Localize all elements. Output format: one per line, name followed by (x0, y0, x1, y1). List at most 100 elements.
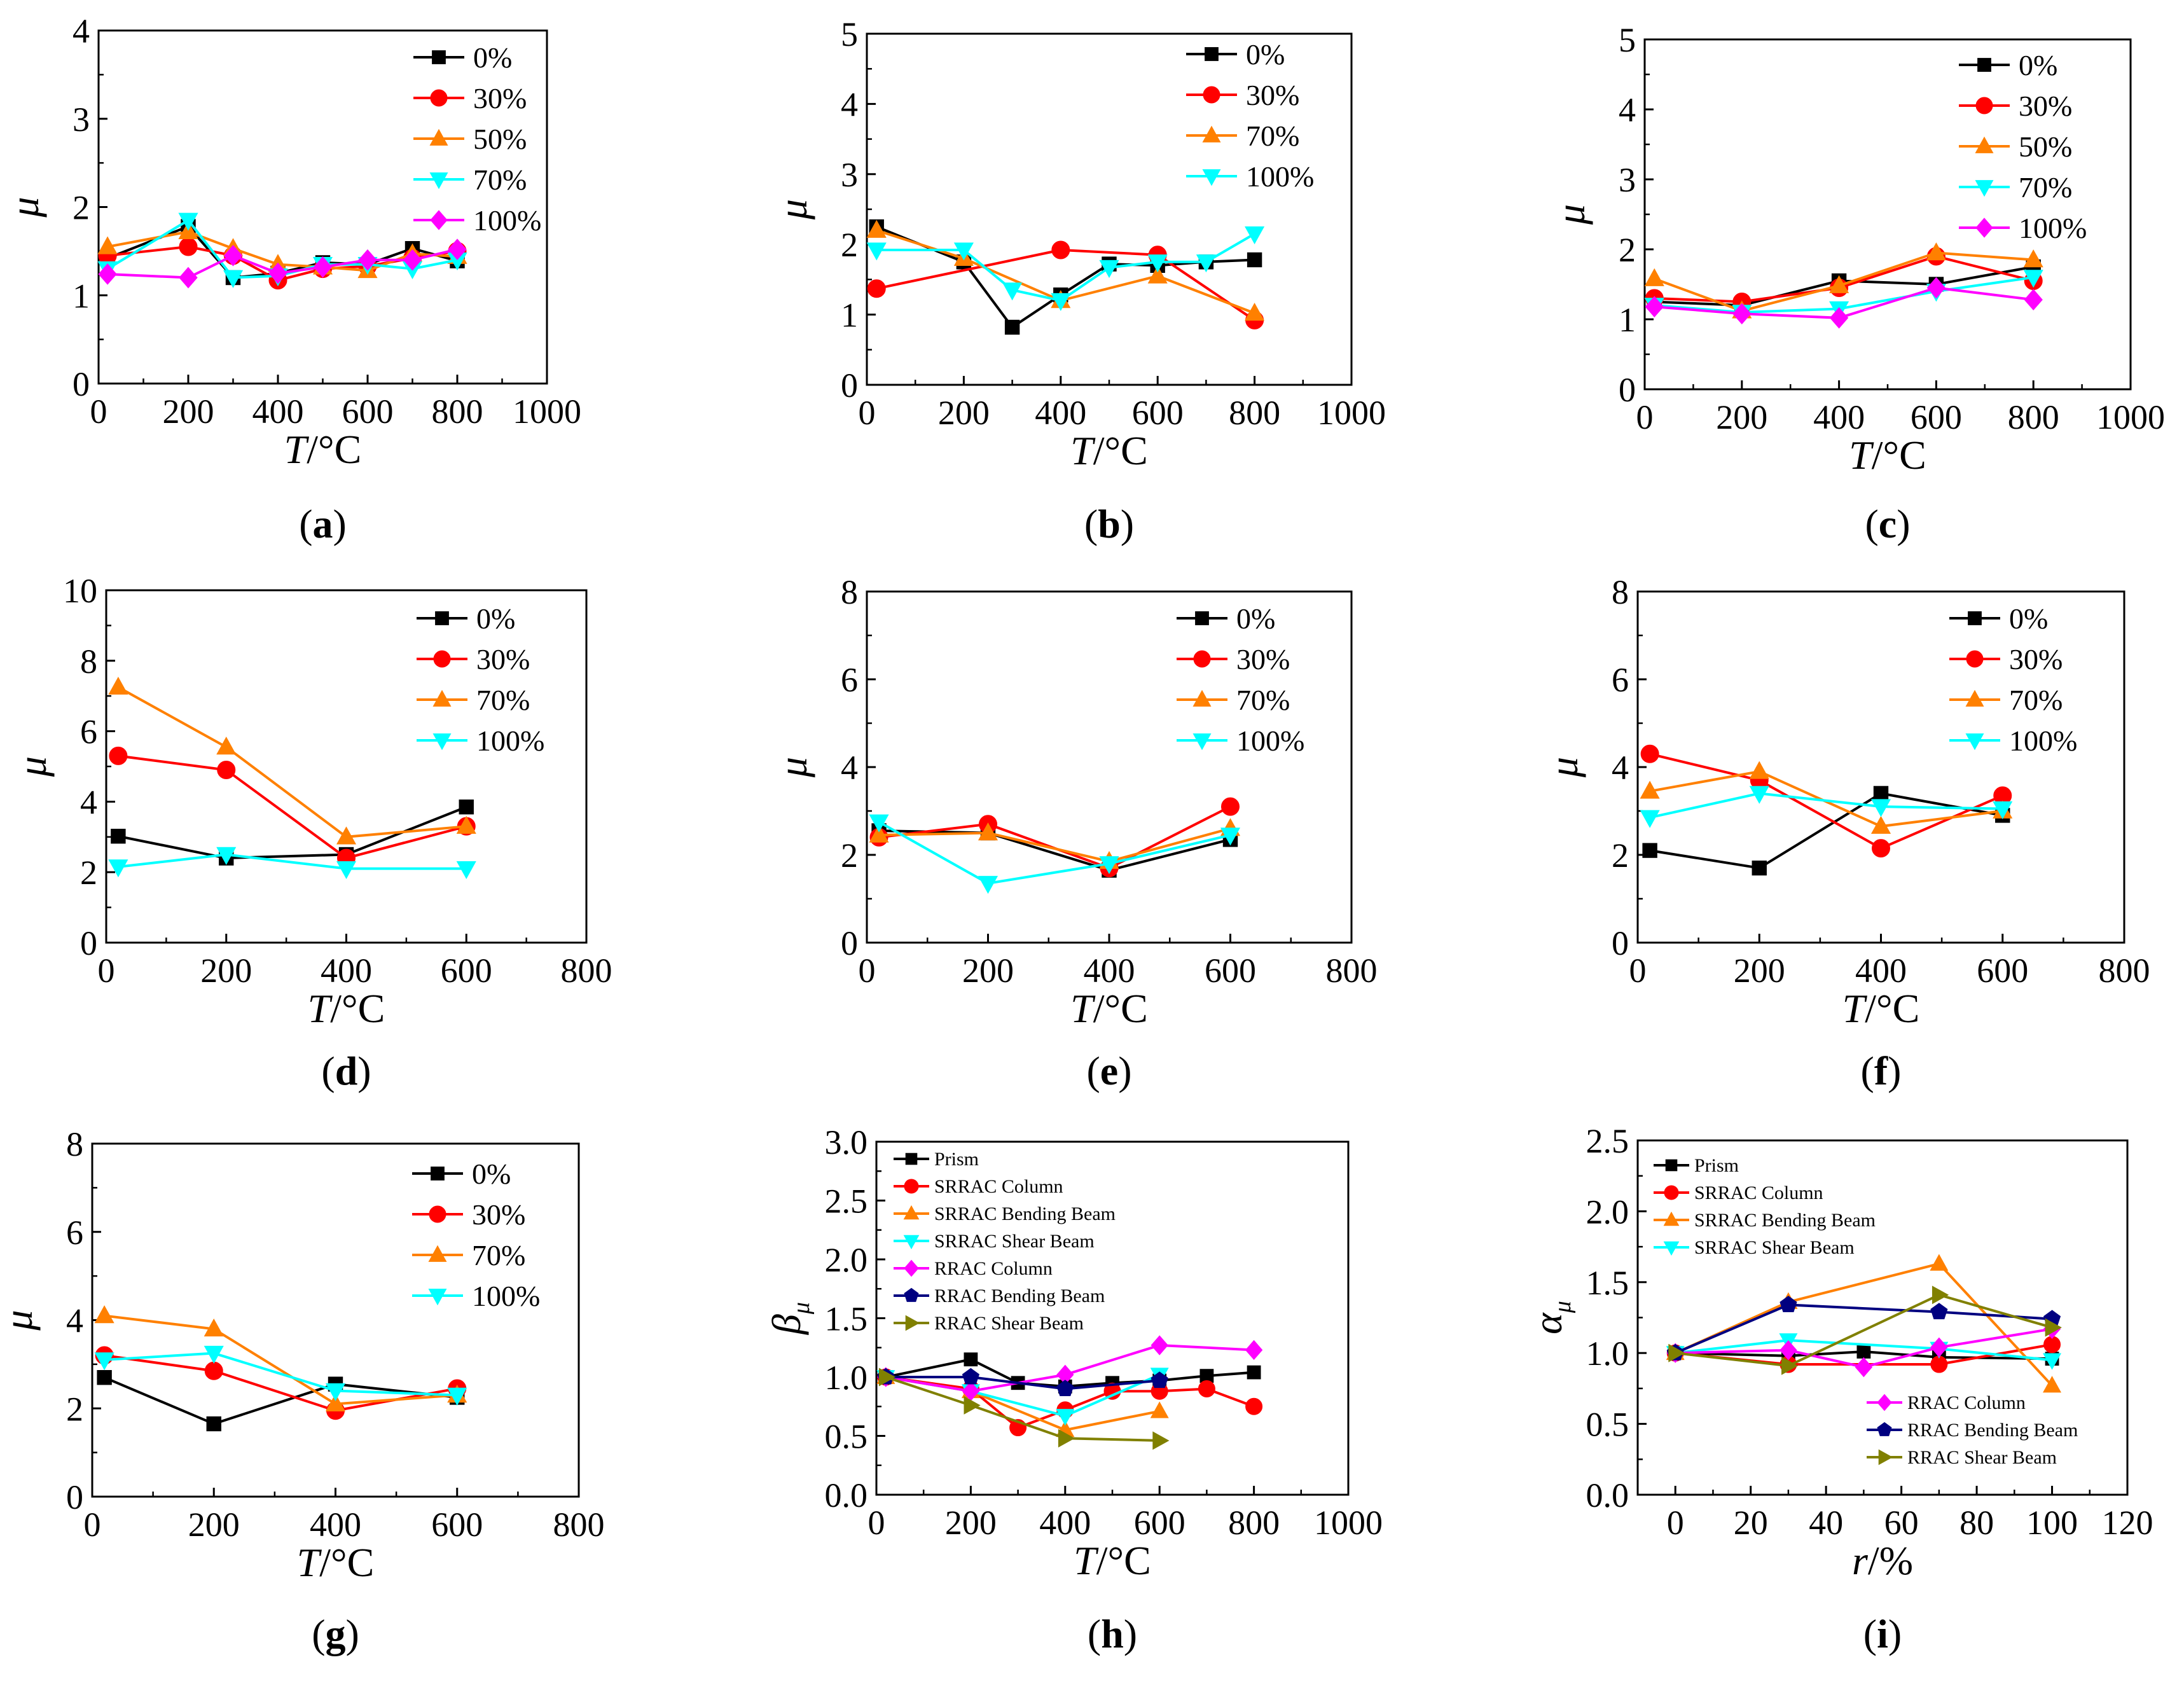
series-line (1675, 1339, 2052, 1362)
legend-label: SRRAC Shear Beam (1694, 1237, 1855, 1258)
y-tick-label: 1 (73, 277, 90, 315)
panel-label: (f) (1861, 1048, 1902, 1093)
chart-panel-d: 0 200 400 600 800 0 2 4 6 8 10 T/°C μ 0% 30% 70% 100% (d) (10, 572, 612, 1093)
data-point (1056, 1409, 1075, 1426)
series-30- (869, 797, 1240, 878)
y-axis-title: μ (0, 1310, 41, 1331)
legend-marker (1663, 1241, 1680, 1256)
legend-marker (1965, 689, 1984, 707)
panel-label: (e) (1086, 1048, 1131, 1093)
chart-panel-c: 0 200 400 600 800 1000 0 1 2 3 4 5 T/°C μ 0% 30% 50% 70% 1… (1548, 21, 2165, 546)
legend-label: SRRAC Column (1694, 1182, 1823, 1203)
legend-label: RRAC Shear Beam (1907, 1447, 2057, 1468)
y-tick-label: 8 (66, 1125, 83, 1163)
y-tick-label: 8 (80, 642, 97, 681)
series-line (1675, 1293, 2053, 1368)
legend-marker (430, 89, 448, 107)
series-30- (867, 240, 1264, 329)
x-axis-title: T/°C (1070, 428, 1148, 473)
x-axis-title-unit: /°C (1872, 433, 1926, 478)
x-tick-label: 200 (962, 952, 1014, 990)
data-point (1780, 1296, 1797, 1312)
series-0- (1642, 786, 2010, 876)
y-tick-label: 1.0 (825, 1359, 868, 1397)
y-tick-label: 5 (1619, 21, 1636, 59)
legend-label: 100% (473, 204, 541, 237)
data-point (1245, 302, 1265, 321)
legend-item: SRRAC Bending Beam (1654, 1210, 1876, 1231)
legend-label: 100% (2019, 212, 2087, 244)
y-tick-label: 8 (841, 573, 858, 611)
data-point (1058, 1429, 1075, 1448)
data-point (94, 1352, 114, 1371)
y-axis-title-sub: μ (788, 1302, 815, 1315)
data-point (313, 256, 333, 278)
y-axis-title-var: μ (1541, 757, 1586, 778)
data-point (358, 249, 377, 271)
data-point (1002, 282, 1023, 301)
legend-label: 0% (2019, 49, 2057, 81)
x-axis-title-unit: /°C (1865, 986, 1919, 1031)
x-tick-label: 800 (432, 392, 483, 431)
y-tick-label: 2 (841, 226, 858, 264)
x-tick-label: 0 (1629, 952, 1647, 990)
data-point (978, 876, 999, 894)
x-tick-label: 800 (1326, 952, 1378, 990)
legend-label: RRAC Bending Beam (934, 1285, 1105, 1306)
x-tick-label: 0 (868, 1504, 885, 1542)
panel-letter: h (1101, 1611, 1124, 1656)
legend-item: 0% (413, 41, 512, 74)
y-axis-title-var: μ (10, 756, 55, 777)
series-70- (108, 676, 476, 845)
data-point (1152, 1431, 1170, 1450)
legend-item: 70% (412, 1239, 525, 1271)
series-line (104, 1376, 457, 1425)
data-point (216, 847, 237, 865)
x-tick-label: 1000 (1317, 394, 1386, 432)
y-tick-label: 1.5 (1586, 1264, 1629, 1302)
x-axis-title-var: T (284, 427, 310, 472)
legend-item: 100% (1949, 724, 2077, 757)
y-tick-label: 4 (73, 12, 90, 50)
legend-item: 100% (1186, 160, 1314, 193)
data-point (448, 239, 467, 260)
legend-label: 50% (473, 123, 527, 155)
y-tick-label: 1 (1619, 301, 1636, 339)
x-axis-title: T/°C (297, 1540, 375, 1585)
y-tick-label: 2.0 (1586, 1193, 1629, 1231)
data-point (1930, 1355, 1948, 1373)
legend-item: 70% (1186, 120, 1299, 152)
legend-marker (1663, 1211, 1680, 1226)
legend-marker (429, 128, 448, 146)
legend-item: 70% (1177, 684, 1290, 716)
legend-marker (1977, 58, 1991, 72)
x-axis-title: T/°C (1074, 1538, 1151, 1583)
y-tick-label: 2.0 (825, 1241, 868, 1279)
data-point (1245, 1397, 1263, 1415)
legend-marker (1192, 733, 1212, 751)
legend-marker (1877, 1394, 1892, 1411)
data-point (268, 262, 287, 284)
data-point (1147, 254, 1168, 273)
y-axis-title-sub: μ (1549, 1301, 1576, 1313)
data-point (94, 1305, 114, 1324)
data-point (1993, 801, 2013, 819)
series-line (117, 686, 467, 838)
y-tick-label: 0.5 (1586, 1406, 1629, 1444)
data-point (867, 279, 886, 298)
data-point (1221, 797, 1240, 816)
data-point (108, 859, 128, 878)
legend-marker (1665, 1159, 1678, 1172)
data-point (1642, 843, 1657, 858)
data-point (962, 1368, 979, 1385)
series-100- (869, 814, 1241, 894)
data-point (1932, 1285, 1949, 1305)
legend-label: 50% (2019, 130, 2072, 163)
data-point (1247, 1365, 1261, 1380)
legend-item: 100% (1959, 212, 2087, 244)
legend-label: 100% (1236, 724, 1304, 757)
y-tick-label: 10 (63, 572, 97, 610)
x-axis-title-unit: /°C (330, 986, 385, 1031)
y-tick-label: 3 (841, 156, 858, 194)
data-point (964, 1396, 981, 1415)
